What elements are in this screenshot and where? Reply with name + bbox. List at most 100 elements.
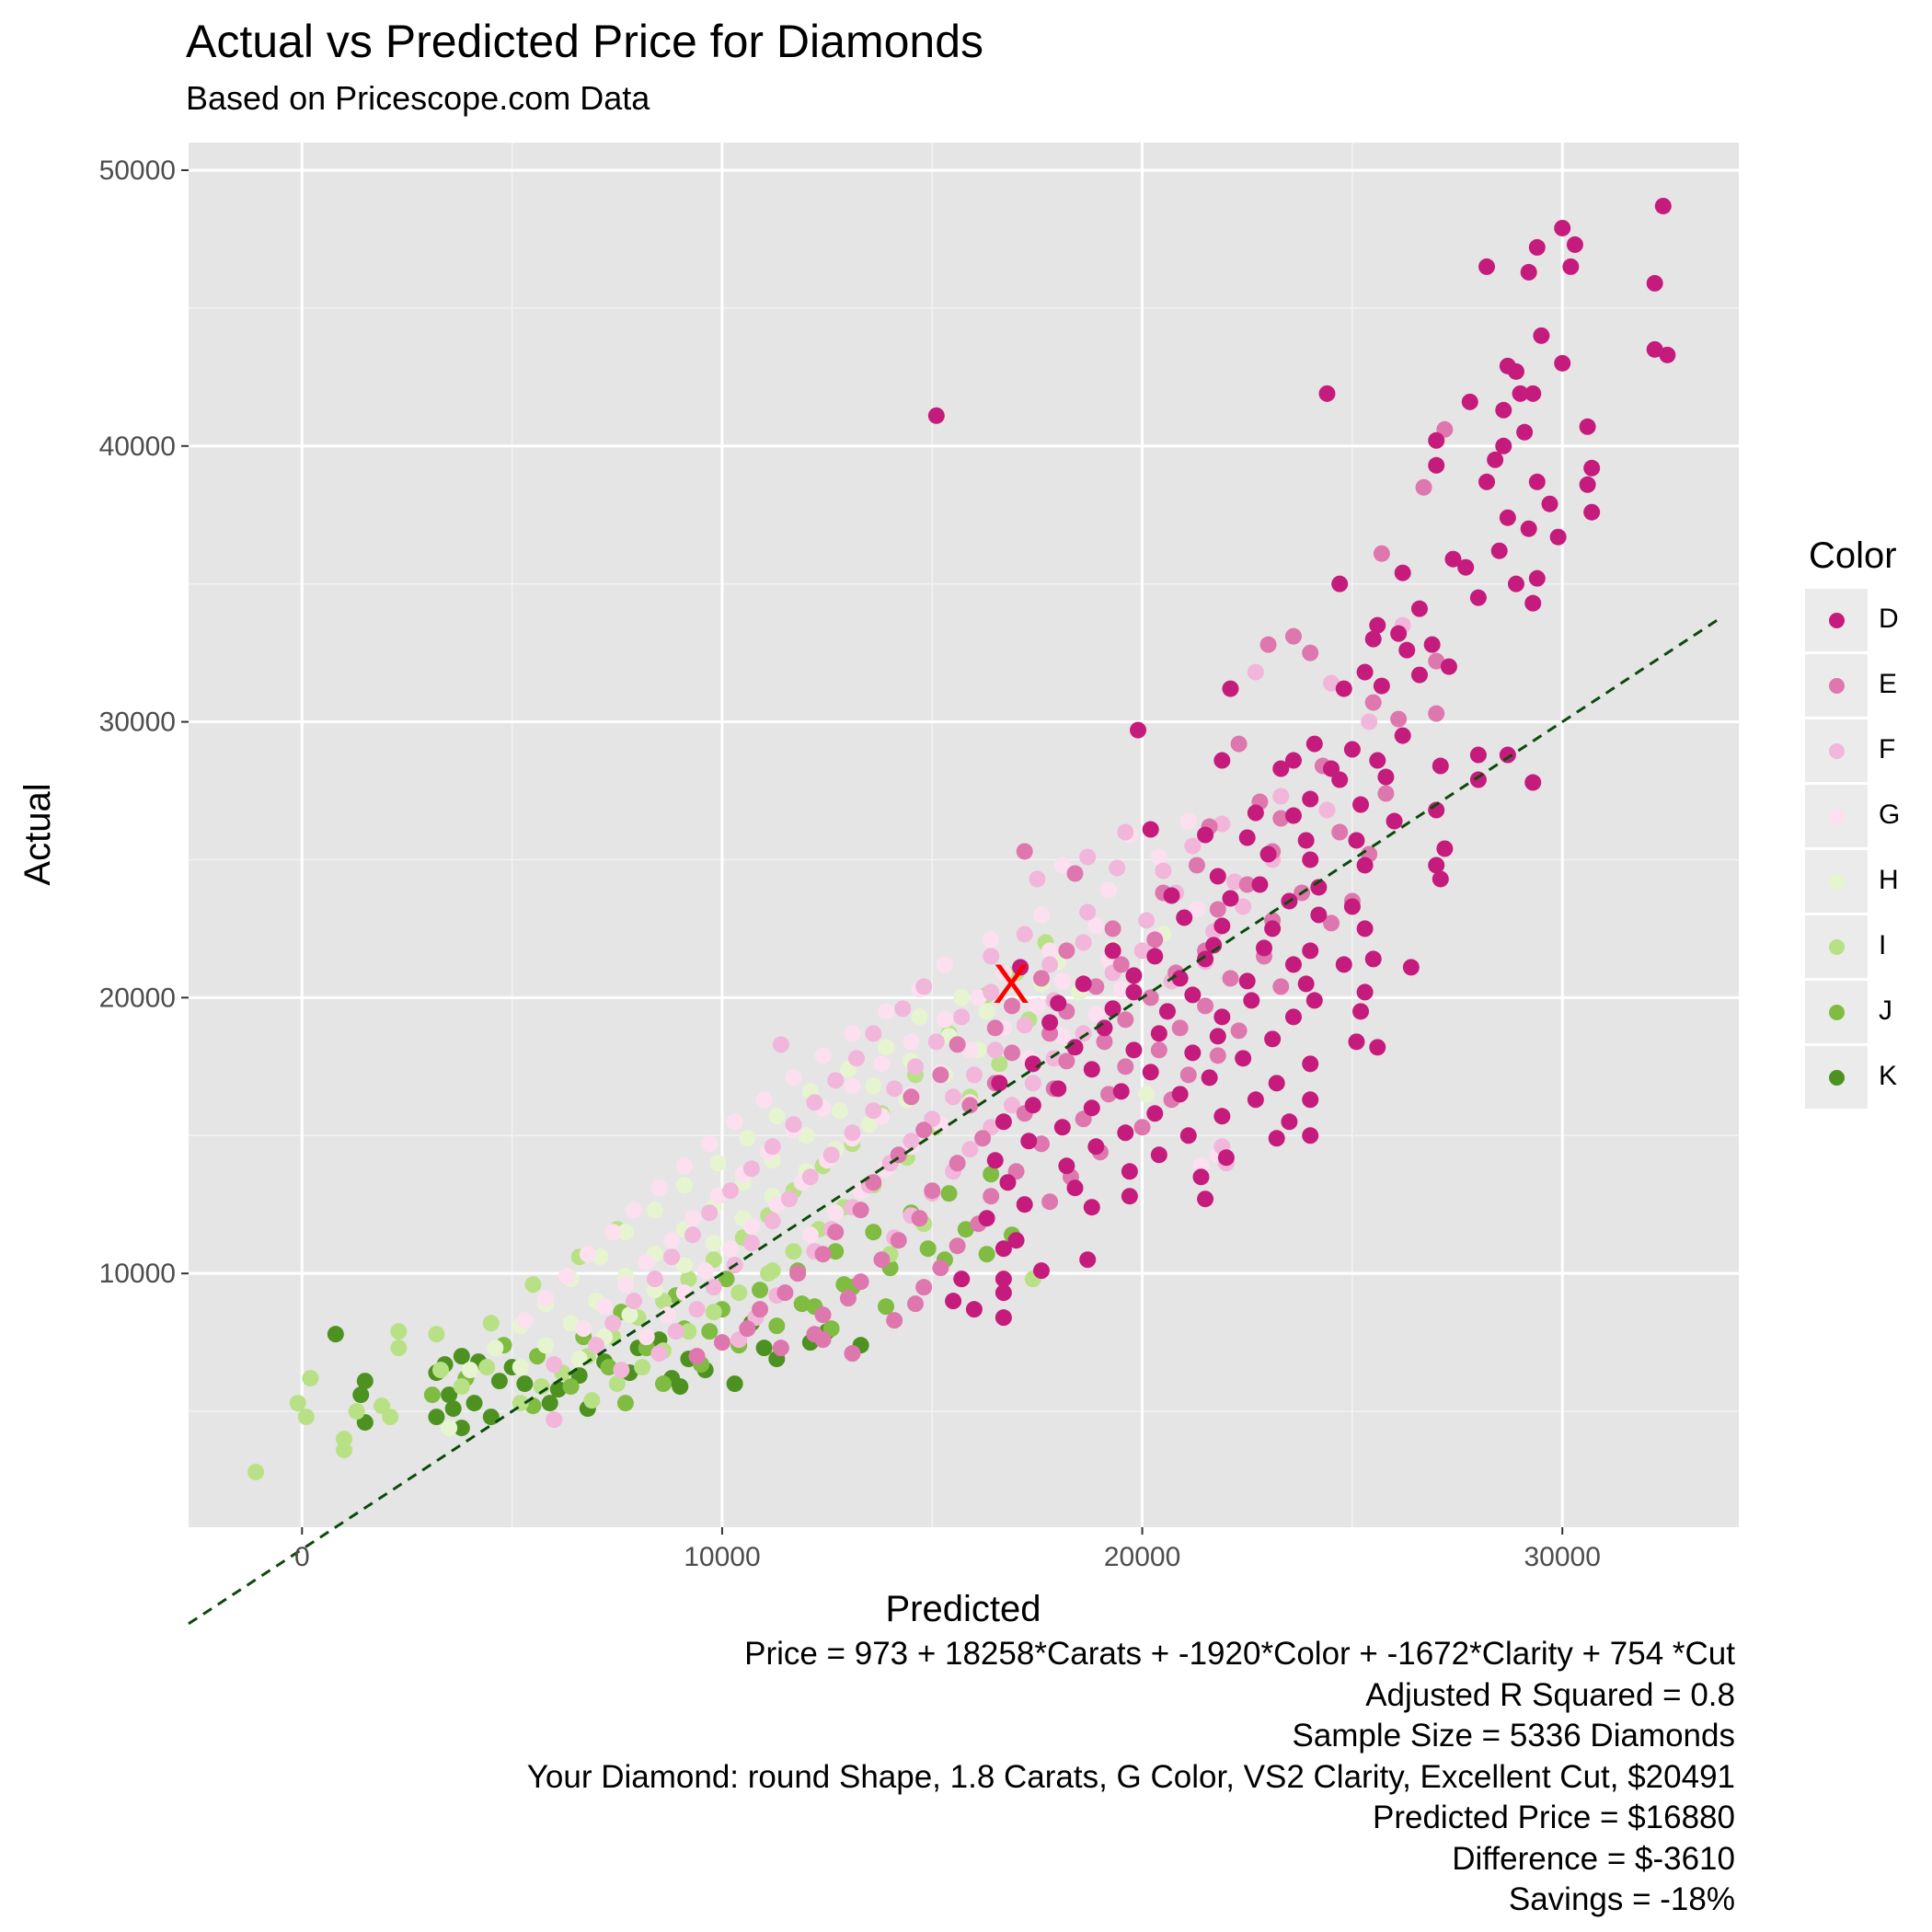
- data-point-d: [1268, 1130, 1285, 1147]
- data-point-g: [575, 1320, 592, 1338]
- data-point-d: [995, 1240, 1012, 1258]
- data-point-f: [927, 1033, 945, 1051]
- data-point-g: [844, 1025, 861, 1042]
- data-point-f: [705, 1279, 722, 1296]
- data-point-g: [1087, 917, 1105, 935]
- data-point-d: [986, 1152, 1004, 1169]
- data-point-f: [1016, 1017, 1033, 1034]
- data-point-d: [1516, 423, 1534, 441]
- data-point-k: [453, 1420, 470, 1437]
- data-point-g: [684, 1210, 701, 1227]
- data-point-i: [289, 1395, 306, 1412]
- data-point-g: [638, 1328, 655, 1346]
- caption-r-squared: Adjusted R Squared = 0.8: [1365, 1676, 1735, 1713]
- data-point-e: [739, 1320, 756, 1338]
- data-point-f: [604, 1315, 622, 1332]
- data-point-k: [356, 1373, 374, 1390]
- data-point-d: [1032, 1262, 1050, 1280]
- data-point-e: [814, 1246, 832, 1263]
- data-point-d: [1150, 1025, 1167, 1042]
- data-point-f: [865, 1025, 882, 1042]
- data-point-d: [1549, 528, 1567, 546]
- legend-key-i: [1805, 915, 1868, 978]
- data-point-h: [705, 1235, 722, 1252]
- data-point-h: [675, 1257, 693, 1274]
- data-point-e: [903, 1088, 920, 1106]
- data-point-f: [894, 1000, 912, 1018]
- data-point-f: [961, 1141, 979, 1158]
- chart-title: Actual vs Predicted Price for Diamonds: [186, 16, 984, 67]
- legend-label: K: [1879, 1061, 1898, 1091]
- data-point-d: [1528, 473, 1546, 490]
- minor-gridlines: [189, 143, 1739, 1527]
- data-point-j: [835, 1276, 853, 1294]
- data-point-e: [949, 1155, 966, 1172]
- data-point-d: [1528, 569, 1546, 587]
- data-point-d: [1554, 354, 1571, 372]
- data-point-d: [1579, 418, 1596, 435]
- data-point-d: [1083, 1199, 1100, 1216]
- data-point-d: [1659, 346, 1676, 363]
- data-point-i: [785, 1243, 802, 1260]
- data-point-d: [1121, 1188, 1138, 1205]
- data-point-d: [1356, 983, 1374, 1001]
- data-point-d: [1507, 575, 1524, 592]
- data-point-d: [1083, 1099, 1100, 1117]
- data-point-h: [911, 1008, 928, 1026]
- data-point-d: [1348, 1033, 1365, 1051]
- data-point-d: [1364, 950, 1382, 968]
- data-point-d: [1142, 1064, 1159, 1081]
- data-point-d: [1302, 1055, 1319, 1073]
- data-point-d: [1041, 1014, 1059, 1031]
- data-point-g: [579, 1246, 596, 1263]
- data-point-f: [764, 1138, 781, 1156]
- data-point-d: [1268, 1075, 1285, 1092]
- data-point-e: [814, 1306, 832, 1324]
- data-point-d: [1394, 727, 1411, 744]
- data-point-g: [663, 1232, 681, 1249]
- data-point-d: [1348, 832, 1365, 849]
- data-point-g: [801, 1226, 819, 1244]
- data-point-e: [839, 1290, 857, 1307]
- data-point-f: [1024, 1075, 1041, 1092]
- data-point-d: [1318, 385, 1336, 402]
- data-point-d: [1478, 473, 1496, 490]
- data-point-e: [1087, 978, 1105, 995]
- data-point-i: [428, 1326, 445, 1343]
- data-point-f: [764, 1213, 781, 1230]
- data-point-g: [1188, 901, 1205, 918]
- data-point-i: [608, 1375, 626, 1393]
- data-point-e: [1041, 1193, 1059, 1211]
- data-point-d: [1566, 236, 1583, 253]
- legend-swatch: [1829, 613, 1845, 628]
- data-point-e: [1133, 1119, 1151, 1136]
- data-point-d: [1117, 1124, 1134, 1142]
- data-point-f: [1079, 848, 1097, 866]
- data-point-g: [1053, 972, 1071, 990]
- data-point-h: [592, 1248, 609, 1266]
- data-point-k: [466, 1395, 483, 1412]
- your-diamond-marker: X: [993, 953, 1029, 1015]
- data-point-d: [1016, 1196, 1033, 1213]
- data-point-g: [701, 1135, 719, 1153]
- data-point-i: [991, 1055, 1008, 1073]
- data-point-e: [1209, 1047, 1226, 1064]
- data-point-f: [1213, 815, 1231, 833]
- data-point-f: [844, 1124, 861, 1142]
- data-point-d: [1390, 625, 1408, 642]
- data-point-d: [1583, 459, 1601, 477]
- data-point-e: [1150, 1041, 1167, 1059]
- data-point-j: [701, 1323, 719, 1340]
- data-point-g: [936, 956, 953, 973]
- data-point-d: [1238, 972, 1256, 990]
- data-point-g: [844, 1077, 861, 1095]
- data-point-e: [1104, 920, 1121, 937]
- data-point-d: [965, 1301, 983, 1318]
- data-point-d: [1209, 1028, 1226, 1045]
- data-point-d: [1428, 857, 1445, 874]
- caption-predicted-price: Predicted Price = $16880: [1372, 1800, 1735, 1835]
- data-point-d: [995, 1284, 1012, 1302]
- data-point-g: [558, 1268, 575, 1285]
- data-point-k: [352, 1386, 370, 1404]
- data-point-h: [646, 1202, 663, 1219]
